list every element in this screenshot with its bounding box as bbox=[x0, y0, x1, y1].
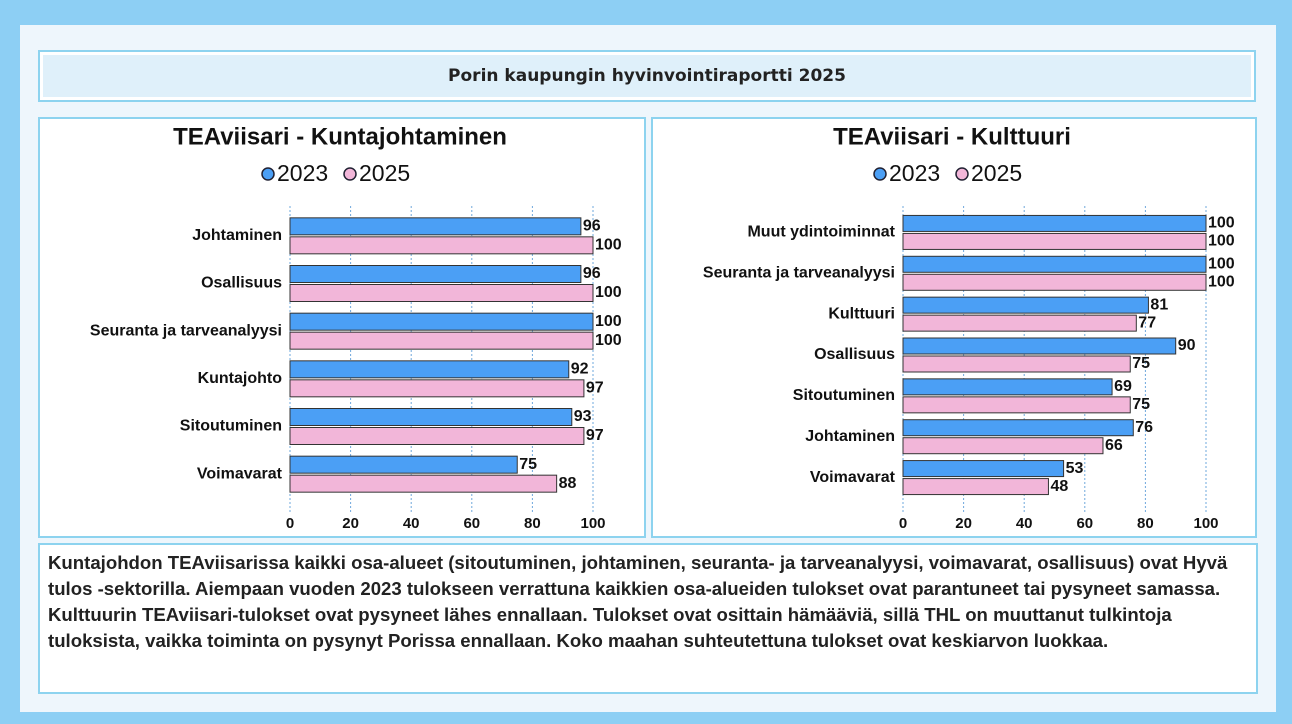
chart-panel: TEAviisari - Kuntajohtaminen 2023 2025 0 20 4… bbox=[38, 117, 646, 538]
x-tick-label: 20 bbox=[342, 515, 359, 532]
x-tick-label: 0 bbox=[899, 515, 907, 532]
bar bbox=[289, 408, 573, 426]
bar bbox=[289, 217, 582, 236]
y-tick-label: Voimavarat bbox=[810, 469, 896, 486]
bar bbox=[902, 214, 1207, 232]
chart-panel: TEAviisari - Kulttuuri 2023 2025 0 20 40 60 80 1… bbox=[651, 117, 1257, 538]
legend-label: 2025 bbox=[971, 160, 1022, 186]
summary-text: Kuntajohdon TEAviisarissa kaikki osa-alu… bbox=[38, 543, 1258, 694]
data-label: 88 bbox=[559, 475, 577, 492]
data-label: 75 bbox=[519, 456, 537, 473]
y-tick-label: Kulttuuri bbox=[828, 305, 895, 322]
legend-marker bbox=[873, 167, 887, 181]
x-tick-label: 100 bbox=[580, 515, 605, 532]
x-tick-label: 60 bbox=[463, 515, 480, 532]
x-tick-label: 40 bbox=[403, 515, 420, 532]
data-label: 69 bbox=[1114, 378, 1132, 395]
data-label: 76 bbox=[1135, 419, 1153, 436]
bar bbox=[902, 460, 1065, 478]
x-tick-label: 20 bbox=[955, 515, 972, 532]
data-label: 100 bbox=[595, 284, 622, 301]
y-tick-label: Johtaminen bbox=[805, 428, 895, 445]
chart-title: TEAviisari - Kuntajohtaminen bbox=[173, 123, 507, 150]
data-label: 100 bbox=[1208, 274, 1235, 291]
data-label: 77 bbox=[1138, 314, 1156, 331]
y-tick-label: Seuranta ja tarveanalyysi bbox=[90, 322, 282, 339]
bar bbox=[289, 360, 570, 379]
data-label: 75 bbox=[1132, 355, 1150, 372]
data-label: 92 bbox=[571, 361, 589, 378]
legend-label: 2023 bbox=[889, 160, 940, 186]
bar bbox=[902, 255, 1207, 273]
bar bbox=[902, 355, 1131, 373]
bar bbox=[902, 314, 1137, 332]
bar bbox=[289, 379, 585, 398]
bar bbox=[289, 312, 594, 331]
data-label: 100 bbox=[595, 313, 622, 330]
data-label: 96 bbox=[583, 265, 601, 282]
data-label: 81 bbox=[1150, 296, 1168, 313]
data-label: 75 bbox=[1132, 396, 1150, 413]
bar bbox=[289, 284, 594, 302]
x-tick-label: 0 bbox=[286, 515, 294, 532]
y-tick-label: Sitoutuminen bbox=[180, 418, 282, 435]
bar bbox=[902, 232, 1207, 250]
x-tick-label: 100 bbox=[1193, 515, 1218, 532]
y-tick-label: Johtaminen bbox=[192, 227, 282, 244]
x-tick-label: 60 bbox=[1076, 515, 1093, 532]
data-label: 90 bbox=[1178, 337, 1196, 354]
chart-title: TEAviisari - Kulttuuri bbox=[833, 123, 1071, 150]
bar bbox=[902, 396, 1131, 414]
y-tick-label: Seuranta ja tarveanalyysi bbox=[703, 265, 895, 282]
bar bbox=[902, 337, 1177, 355]
y-tick-label: Muut ydintoiminnat bbox=[747, 224, 895, 241]
legend-marker bbox=[343, 167, 357, 181]
bar bbox=[289, 455, 518, 474]
bar bbox=[902, 437, 1104, 455]
bar bbox=[902, 419, 1134, 437]
x-tick-label: 80 bbox=[524, 515, 541, 532]
y-tick-label: Osallisuus bbox=[814, 346, 895, 363]
data-label: 53 bbox=[1066, 460, 1084, 477]
y-tick-label: Kuntajohto bbox=[198, 370, 283, 387]
data-label: 97 bbox=[586, 380, 604, 397]
y-tick-label: Osallisuus bbox=[201, 275, 282, 292]
bar bbox=[289, 331, 594, 350]
data-label: 48 bbox=[1050, 478, 1068, 495]
legend-label: 2025 bbox=[359, 160, 410, 186]
bar bbox=[289, 265, 582, 283]
x-tick-label: 80 bbox=[1137, 515, 1154, 532]
bar bbox=[289, 236, 594, 255]
data-label: 100 bbox=[1208, 215, 1235, 232]
page-title: Porin kaupungin hyvinvointiraportti 2025 bbox=[38, 50, 1256, 102]
data-label: 66 bbox=[1105, 437, 1123, 454]
bar bbox=[902, 478, 1049, 496]
data-label: 100 bbox=[1208, 233, 1235, 250]
bar bbox=[902, 378, 1113, 396]
legend-label: 2023 bbox=[277, 160, 328, 186]
data-label: 97 bbox=[586, 427, 604, 444]
data-label: 100 bbox=[1208, 256, 1235, 273]
bar bbox=[289, 474, 558, 493]
data-label: 93 bbox=[574, 408, 592, 425]
chart: TEAviisari - Kulttuuri 2023 2025 0 20 40 60 80 1… bbox=[703, 123, 1235, 532]
bar bbox=[289, 427, 585, 445]
data-label: 100 bbox=[595, 237, 622, 254]
x-tick-label: 40 bbox=[1016, 515, 1033, 532]
chart: TEAviisari - Kuntajohtaminen 2023 2025 0 20 4… bbox=[90, 123, 622, 532]
bar bbox=[902, 273, 1207, 291]
bar bbox=[902, 296, 1149, 314]
legend-marker bbox=[261, 167, 275, 181]
data-label: 100 bbox=[595, 332, 622, 349]
legend-marker bbox=[955, 167, 969, 181]
y-tick-label: Sitoutuminen bbox=[793, 387, 895, 404]
y-tick-label: Voimavarat bbox=[197, 465, 283, 482]
data-label: 96 bbox=[583, 218, 601, 235]
